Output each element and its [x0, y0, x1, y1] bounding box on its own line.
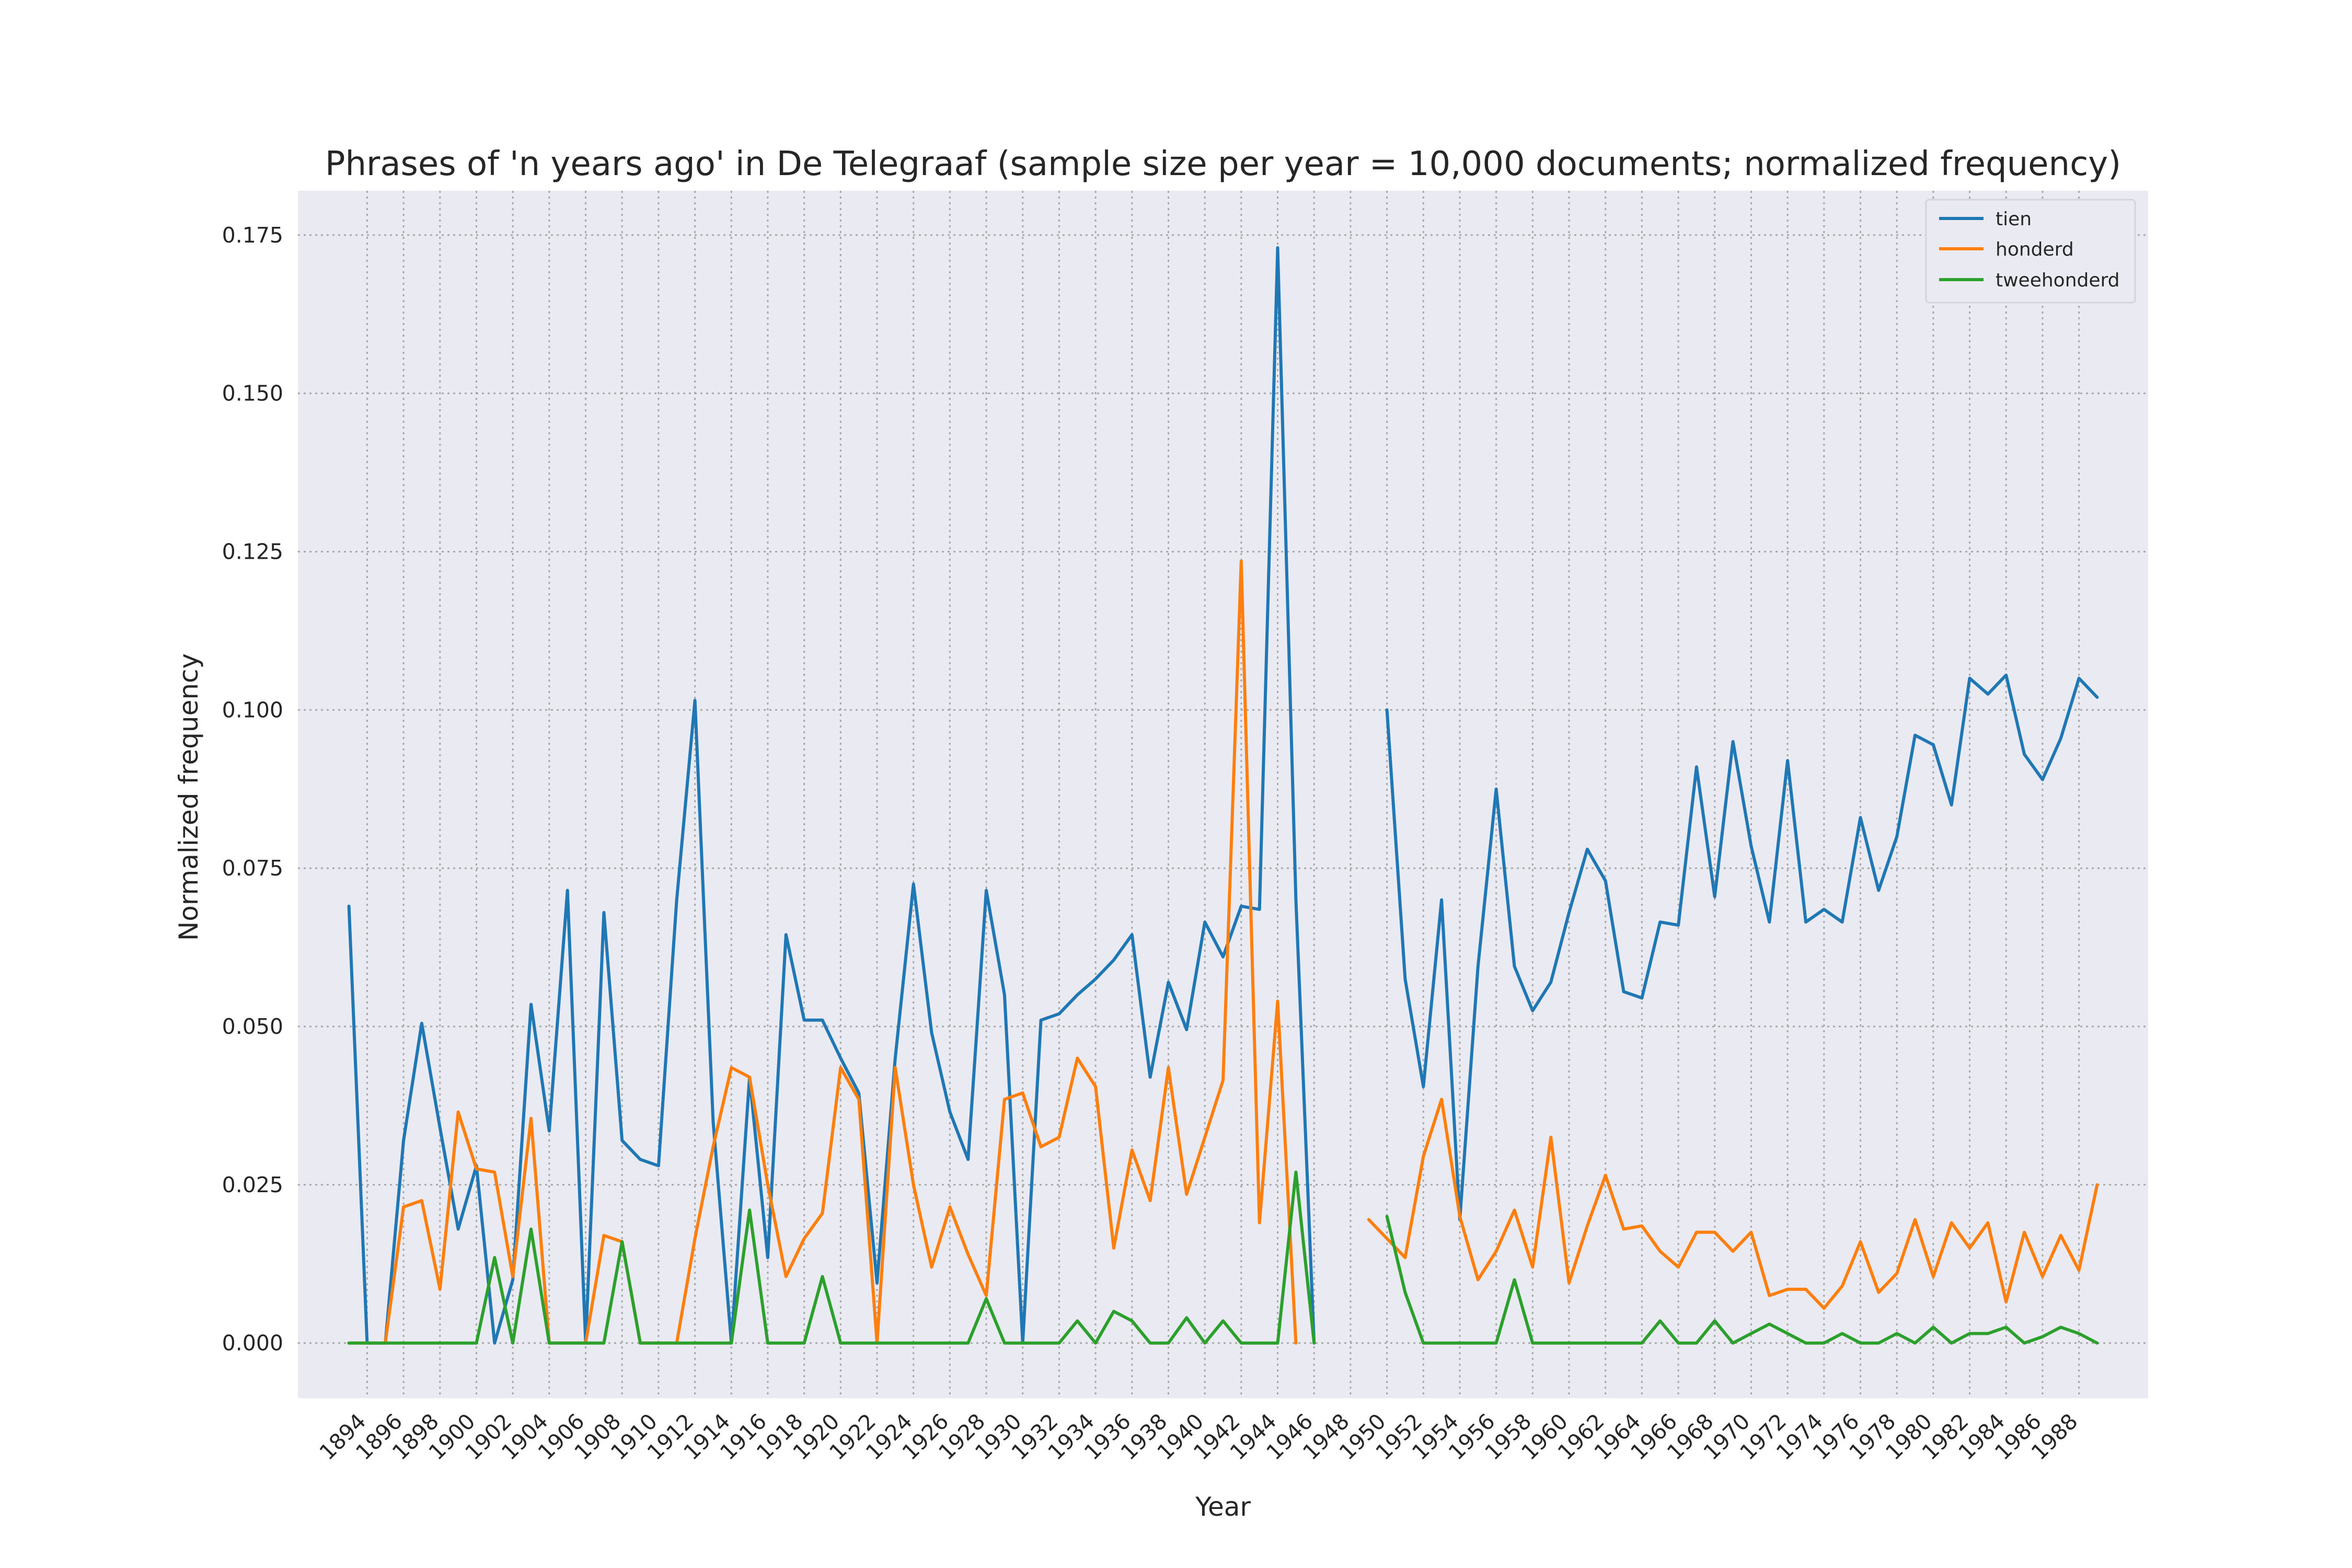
y-tick-labels: 0.000 0.025 0.050 0.075 0.100 0.125 0.150 0.175 [222, 223, 283, 1356]
plot-area [298, 191, 2148, 1398]
series-line-tien-0 [347, 246, 1316, 1345]
series-line-tweehonderd-0 [347, 1170, 1316, 1345]
y-tick-label: 0.125 [222, 539, 283, 564]
series-line-tweehonderd-1 [1385, 1215, 2099, 1345]
grid-lines [298, 191, 2148, 1398]
y-tick-label: 0.150 [222, 381, 283, 406]
y-tick-label: 0.000 [222, 1331, 283, 1356]
y-tick-label: 0.050 [222, 1014, 283, 1039]
series-line-honderd-1 [1367, 1098, 2099, 1310]
y-tick-label: 0.175 [222, 223, 283, 248]
series-line-honderd-0 [347, 559, 1298, 1345]
y-tick-label: 0.025 [222, 1172, 283, 1197]
legend-label-tweehonderd: tweehonderd [1996, 270, 2120, 291]
chart-title: Phrases of 'n years ago' in De Telegraaf… [325, 145, 2121, 183]
series-lines [347, 246, 2099, 1345]
y-tick-label: 0.075 [222, 856, 283, 881]
legend-label-tien: tien [1996, 209, 2032, 230]
x-axis-label: Year [1195, 1492, 1251, 1522]
legend-box [1925, 199, 2136, 304]
legend-label-honderd: honderd [1996, 239, 2074, 260]
legend: tien honderd tweehonderd [1925, 199, 2136, 304]
y-axis-label: Normalized frequency [174, 653, 204, 941]
y-tick-label: 0.100 [222, 697, 283, 722]
series-line-tien-1 [1385, 673, 2099, 1221]
